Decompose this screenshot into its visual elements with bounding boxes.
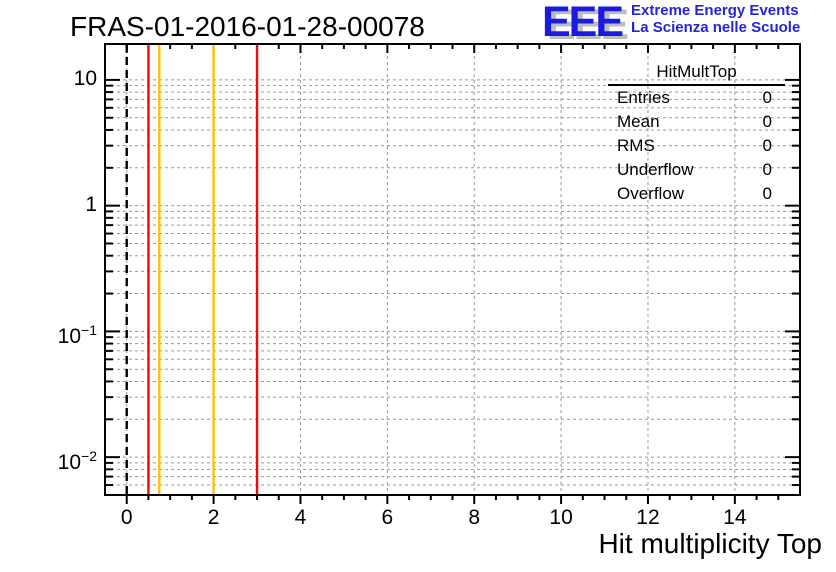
eee-logo-acronym: EEE xyxy=(542,0,624,46)
stats-row-label: Underflow xyxy=(617,160,694,179)
stats-row: Entries 0 xyxy=(608,86,785,110)
eee-logo-text: Extreme Energy Events La Scienza nelle S… xyxy=(631,2,800,36)
plot-title: FRAS-01-2016-01-28-00078 xyxy=(70,11,425,42)
stats-row-label: Overflow xyxy=(617,184,685,203)
stats-row-label: RMS xyxy=(617,136,655,155)
x-tick-label: 10 xyxy=(549,506,573,529)
plot-frame xyxy=(104,43,801,496)
stats-row-value: 0 xyxy=(762,112,772,131)
stats-row-label: Mean xyxy=(617,112,660,131)
stats-box: HitMultTop Entries 0 Mean 0 RMS 0 Underflow 0 Ov… xyxy=(608,61,785,206)
x-tick-label: 12 xyxy=(636,506,660,529)
x-tick-label: 2 xyxy=(207,506,220,529)
x-axis-title: Hit multiplicity Top xyxy=(598,528,822,559)
x-tick-label: 6 xyxy=(381,506,394,529)
stats-row: Mean 0 xyxy=(608,110,785,134)
threshold-lines xyxy=(125,44,259,495)
stats-row: Overflow 0 xyxy=(608,182,785,206)
stats-row-value: 0 xyxy=(762,184,772,203)
eee-logo-line2: La Scienza nelle Scuole xyxy=(631,19,801,36)
stats-row: RMS 0 xyxy=(608,134,785,158)
x-tick-label: 14 xyxy=(723,506,747,529)
stats-rows: Entries 0 Mean 0 RMS 0 Underflow 0 Overflow 0 xyxy=(608,86,785,206)
y-tick-label: 10 xyxy=(73,66,97,90)
y-tick-label: 10−1 xyxy=(57,322,97,349)
stats-row-value: 0 xyxy=(762,136,772,155)
x-tick-label: 4 xyxy=(294,506,307,529)
x-tick-label: 8 xyxy=(468,506,481,529)
stats-row: Underflow 0 xyxy=(608,158,785,182)
stats-box-title: HitMultTop xyxy=(608,61,785,86)
y-tick-label: 1 xyxy=(85,192,97,216)
stats-row-value: 0 xyxy=(762,88,772,107)
x-tick-label: 0 xyxy=(120,506,133,529)
eee-logo-line1: Extreme Energy Events xyxy=(631,2,799,19)
stats-row-label: Entries xyxy=(617,88,670,107)
stats-row-value: 0 xyxy=(762,160,772,179)
gridlines xyxy=(105,44,800,495)
y-tick-label: 10−2 xyxy=(57,448,97,475)
eee-logo: EEE Extreme Energy Events La Scienza nel… xyxy=(542,0,800,44)
